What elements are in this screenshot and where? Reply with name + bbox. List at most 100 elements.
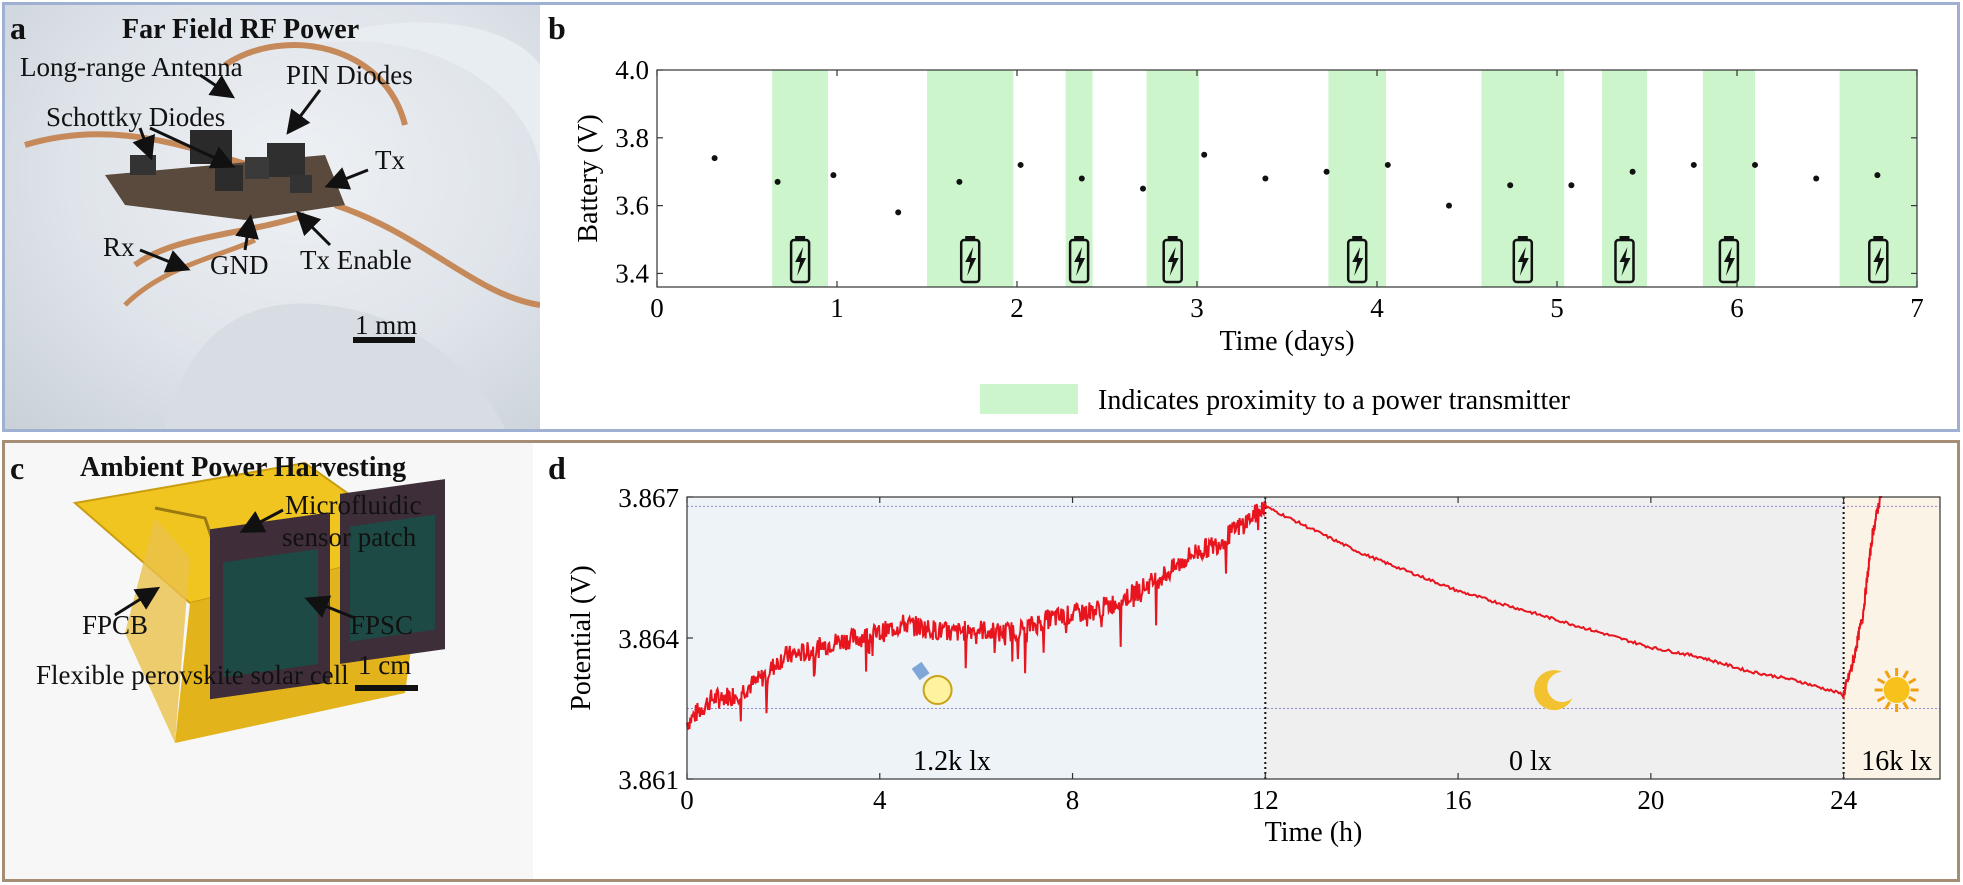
scalebar-label-a: 1 mm xyxy=(355,310,418,340)
battery-cap xyxy=(1517,236,1528,240)
battery-cap xyxy=(965,236,976,240)
sun-ray xyxy=(1876,677,1886,685)
battery-charging-icon xyxy=(1346,236,1368,284)
x-tick-label: 16 xyxy=(1445,785,1472,815)
data-point xyxy=(1507,182,1514,189)
battery-charging-icon xyxy=(1162,236,1183,284)
sun-ray xyxy=(1884,701,1891,710)
bolt-glyph xyxy=(1873,247,1885,276)
y-axis-label: Potential (V) xyxy=(566,565,597,710)
battery-cap xyxy=(1352,236,1363,240)
battery-cap xyxy=(1074,236,1085,240)
panel-frame-top xyxy=(2,2,1960,432)
plot-frame xyxy=(656,69,1918,288)
battery-charging-icon xyxy=(959,236,981,284)
battery-charging-icon xyxy=(1512,236,1534,284)
data-point xyxy=(1813,175,1820,182)
light-bulb-icon xyxy=(911,661,953,705)
data-point xyxy=(1078,175,1085,182)
device-illustration-a xyxy=(24,22,540,429)
panel-frame-bottom xyxy=(2,440,1960,882)
sun-disk xyxy=(1883,677,1910,703)
panel-label-b: b xyxy=(548,10,566,46)
caption-flexible-perovskite: Flexible perovskite solar cell xyxy=(36,660,349,690)
label-microfluidic: Microfluidic xyxy=(285,490,422,520)
x-axis-label: Time (days) xyxy=(1219,326,1354,357)
sun-ray xyxy=(1876,695,1886,703)
y-tick-label: 3.6 xyxy=(615,191,649,221)
shade-interval xyxy=(1146,70,1199,287)
data-point xyxy=(895,209,902,216)
label-gnd: GND xyxy=(210,250,269,280)
battery-charging-icon xyxy=(1718,236,1740,284)
y-tick-label: 3.4 xyxy=(615,258,649,288)
data-point xyxy=(1262,175,1269,182)
legend-label: Indicates proximity to a power transmitt… xyxy=(1098,385,1571,416)
data-point xyxy=(1568,182,1575,189)
legend-swatch xyxy=(980,384,1078,414)
y-tick-label: 3.864 xyxy=(618,624,679,654)
bolt-glyph xyxy=(1074,247,1086,276)
bolt-glyph xyxy=(1352,247,1364,276)
sun-ray xyxy=(1908,677,1917,685)
lighting-segment xyxy=(1265,497,1844,779)
data-point xyxy=(1690,161,1697,168)
x-tick-label: 1 xyxy=(830,293,844,323)
battery-cap xyxy=(795,236,806,240)
sun-ray xyxy=(1884,670,1891,679)
shade-interval xyxy=(1481,70,1565,287)
x-tick-label: 4 xyxy=(873,785,887,815)
shade-interval xyxy=(1328,70,1386,287)
photo-title-a: Far Field RF Power xyxy=(122,14,360,45)
x-tick-label: 2 xyxy=(1010,293,1024,323)
segment-label: 16k lx xyxy=(1861,746,1932,777)
sun-icon xyxy=(1874,668,1919,712)
label-sensor-patch: sensor patch xyxy=(282,522,417,552)
y-axis-label: Battery (V) xyxy=(573,114,604,242)
bulb-glass xyxy=(922,675,953,705)
scalebar-label-c: 1 cm xyxy=(358,650,412,680)
data-point xyxy=(1017,161,1024,168)
x-tick-label: 6 xyxy=(1730,293,1744,323)
photo-solar-device xyxy=(5,443,533,879)
x-tick-label: 24 xyxy=(1830,785,1858,815)
label-tx: Tx xyxy=(375,145,405,175)
sun-ray xyxy=(1902,701,1909,710)
label-pin-diodes: PIN Diodes xyxy=(286,60,413,90)
label-schottky-diodes: Schottky Diodes xyxy=(46,102,226,132)
data-point xyxy=(1201,151,1208,158)
data-point xyxy=(830,172,837,179)
segment-label: 1.2k lx xyxy=(913,746,991,777)
bolt-glyph xyxy=(1723,247,1735,276)
data-point xyxy=(1140,185,1146,192)
bolt-glyph xyxy=(1619,247,1631,276)
x-tick-label: 3 xyxy=(1190,293,1204,323)
x-tick-label: 5 xyxy=(1550,293,1564,323)
photo-far-field-device xyxy=(5,5,540,429)
segment-label: 0 lx xyxy=(1509,746,1552,777)
shade-interval xyxy=(772,70,828,287)
label-tx-enable: Tx Enable xyxy=(300,245,412,275)
x-tick-label: 12 xyxy=(1252,785,1279,815)
data-point xyxy=(711,155,718,162)
data-point xyxy=(956,178,963,185)
sun-ray xyxy=(1908,695,1917,703)
shade-interval xyxy=(1602,70,1647,287)
bulb-base xyxy=(911,661,930,681)
label-rx: Rx xyxy=(103,232,135,262)
y-tick-label: 3.861 xyxy=(618,765,679,795)
data-point xyxy=(1874,172,1881,179)
x-tick-label: 8 xyxy=(1066,785,1080,815)
device-illustration-c xyxy=(72,461,445,743)
bolt-glyph xyxy=(795,247,807,276)
sun-ray xyxy=(1902,670,1909,679)
chart-potential: 0 4 8 12 16 20 24 3.861 3.864 3.867 Time (h) Potent… xyxy=(566,483,1941,848)
battery-charging-icon xyxy=(1614,236,1635,284)
data-point xyxy=(1629,168,1636,175)
chart-battery: 0 1 2 3 4 5 6 7 3.4 3.6 3.8 4.0 Time (days) Battery (… xyxy=(573,55,1924,416)
panel-label-c: c xyxy=(10,450,25,486)
y-tick-label: 3.867 xyxy=(618,483,679,513)
data-point xyxy=(1752,161,1758,168)
data-point xyxy=(1323,168,1330,175)
battery-cap xyxy=(1167,236,1178,240)
